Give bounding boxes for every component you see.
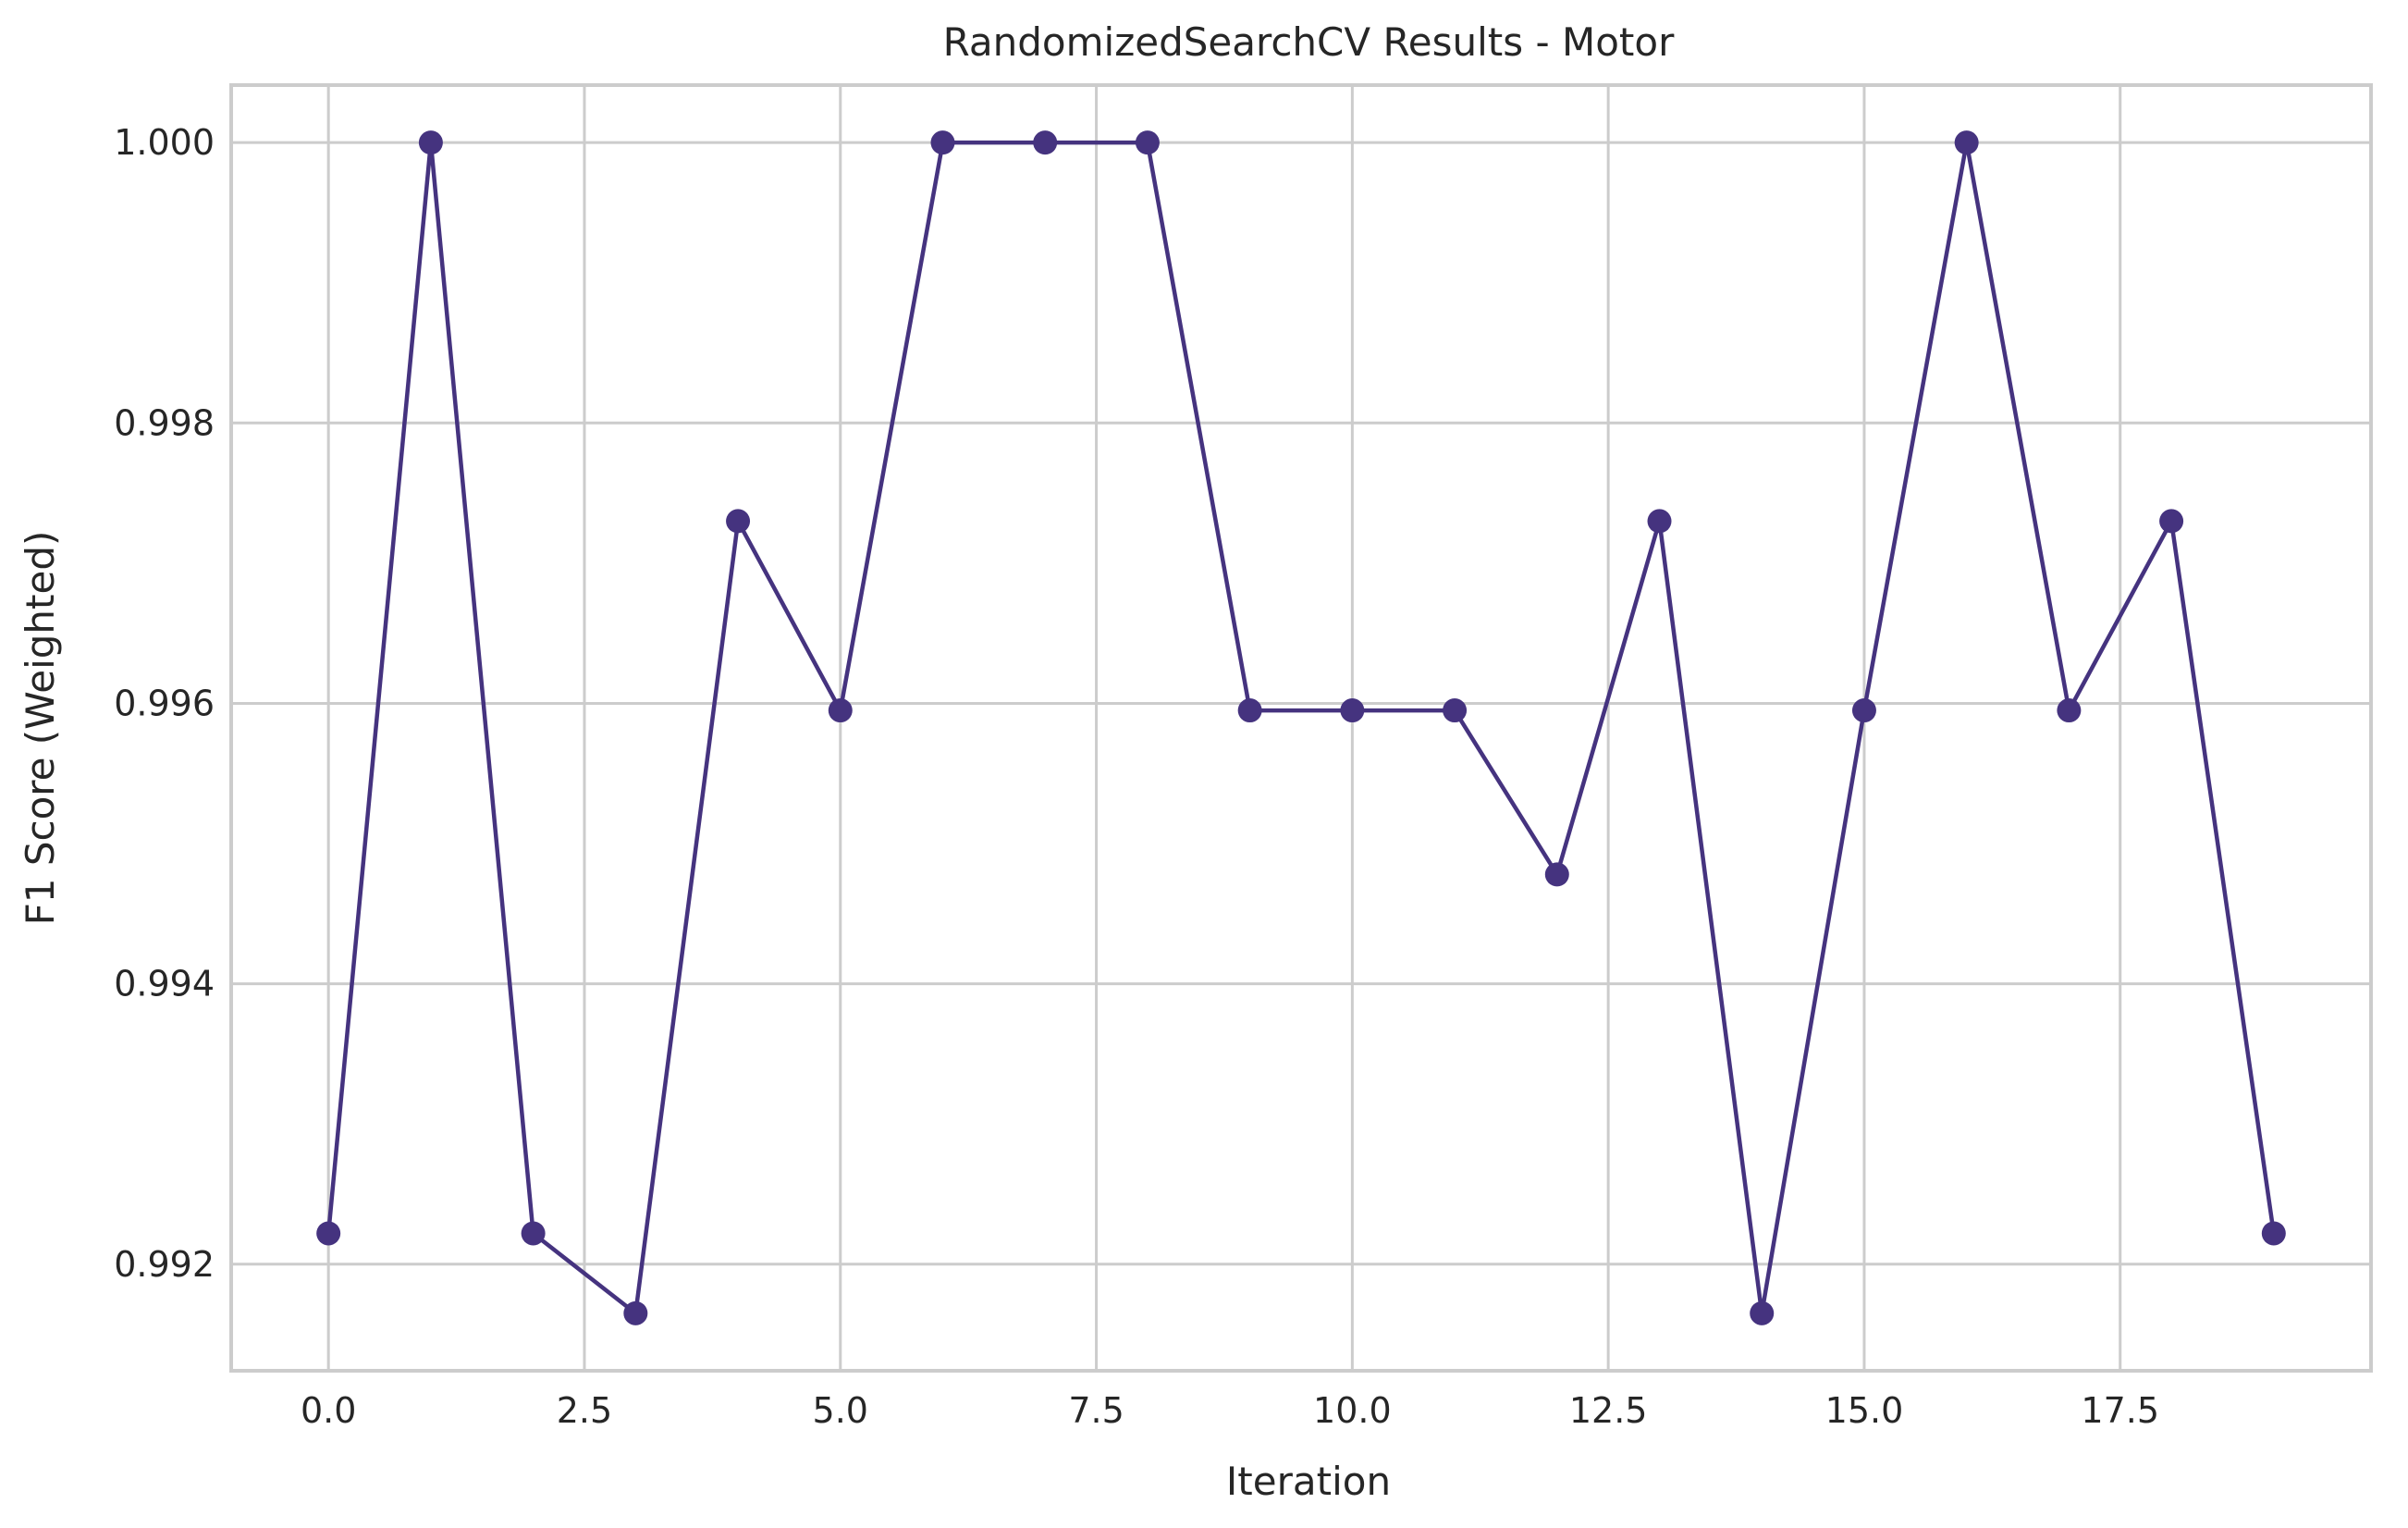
plot-frame: [229, 83, 2373, 1373]
data-point: [1750, 1300, 1775, 1325]
y-tick-label: 0.996: [114, 683, 215, 723]
data-point: [1033, 130, 1058, 155]
chart-title: RandomizedSearchCV Results - Motor: [943, 19, 1675, 65]
data-point: [2261, 1221, 2286, 1246]
data-point: [726, 509, 751, 534]
data-point: [623, 1300, 648, 1325]
data-point: [418, 130, 443, 155]
series-line: [326, 140, 2277, 1316]
x-tick-label: 0.0: [301, 1390, 356, 1431]
data-point: [828, 698, 853, 723]
series-group: [316, 130, 2286, 1325]
y-tick-label: 0.998: [114, 402, 215, 443]
data-point: [2057, 698, 2082, 723]
y-axis-label: F1 Score (Weighted): [18, 531, 63, 926]
data-point: [1340, 698, 1365, 723]
x-tick-label: 10.0: [1313, 1390, 1392, 1431]
data-point: [930, 130, 955, 155]
x-tick-label: 7.5: [1068, 1390, 1124, 1431]
data-point: [1237, 698, 1262, 723]
grid: [231, 85, 2371, 1371]
y-tick-label: 0.992: [114, 1244, 215, 1285]
x-tick-labels: 0.0 2.5 5.0 7.5 10.0 12.5 15.0 17.5: [301, 1390, 2159, 1431]
data-point: [1954, 130, 1979, 155]
y-tick-label: 1.000: [114, 122, 215, 163]
data-point: [316, 1221, 341, 1246]
data-point: [1851, 698, 1876, 723]
y-tick-labels: 0.992 0.994 0.996 0.998 1.000: [114, 122, 215, 1285]
data-point: [2159, 509, 2184, 534]
data-point: [1135, 130, 1160, 155]
x-tick-label: 12.5: [1569, 1390, 1648, 1431]
data-point: [1443, 698, 1468, 723]
data-point: [1544, 862, 1569, 887]
x-tick-label: 15.0: [1825, 1390, 1904, 1431]
data-point: [1647, 509, 1672, 534]
x-tick-label: 5.0: [813, 1390, 868, 1431]
x-tick-label: 2.5: [557, 1390, 612, 1431]
x-tick-label: 17.5: [2081, 1390, 2159, 1431]
x-axis-label: Iteration: [1226, 1459, 1391, 1504]
y-tick-label: 0.994: [114, 964, 215, 1004]
data-point: [521, 1221, 546, 1246]
